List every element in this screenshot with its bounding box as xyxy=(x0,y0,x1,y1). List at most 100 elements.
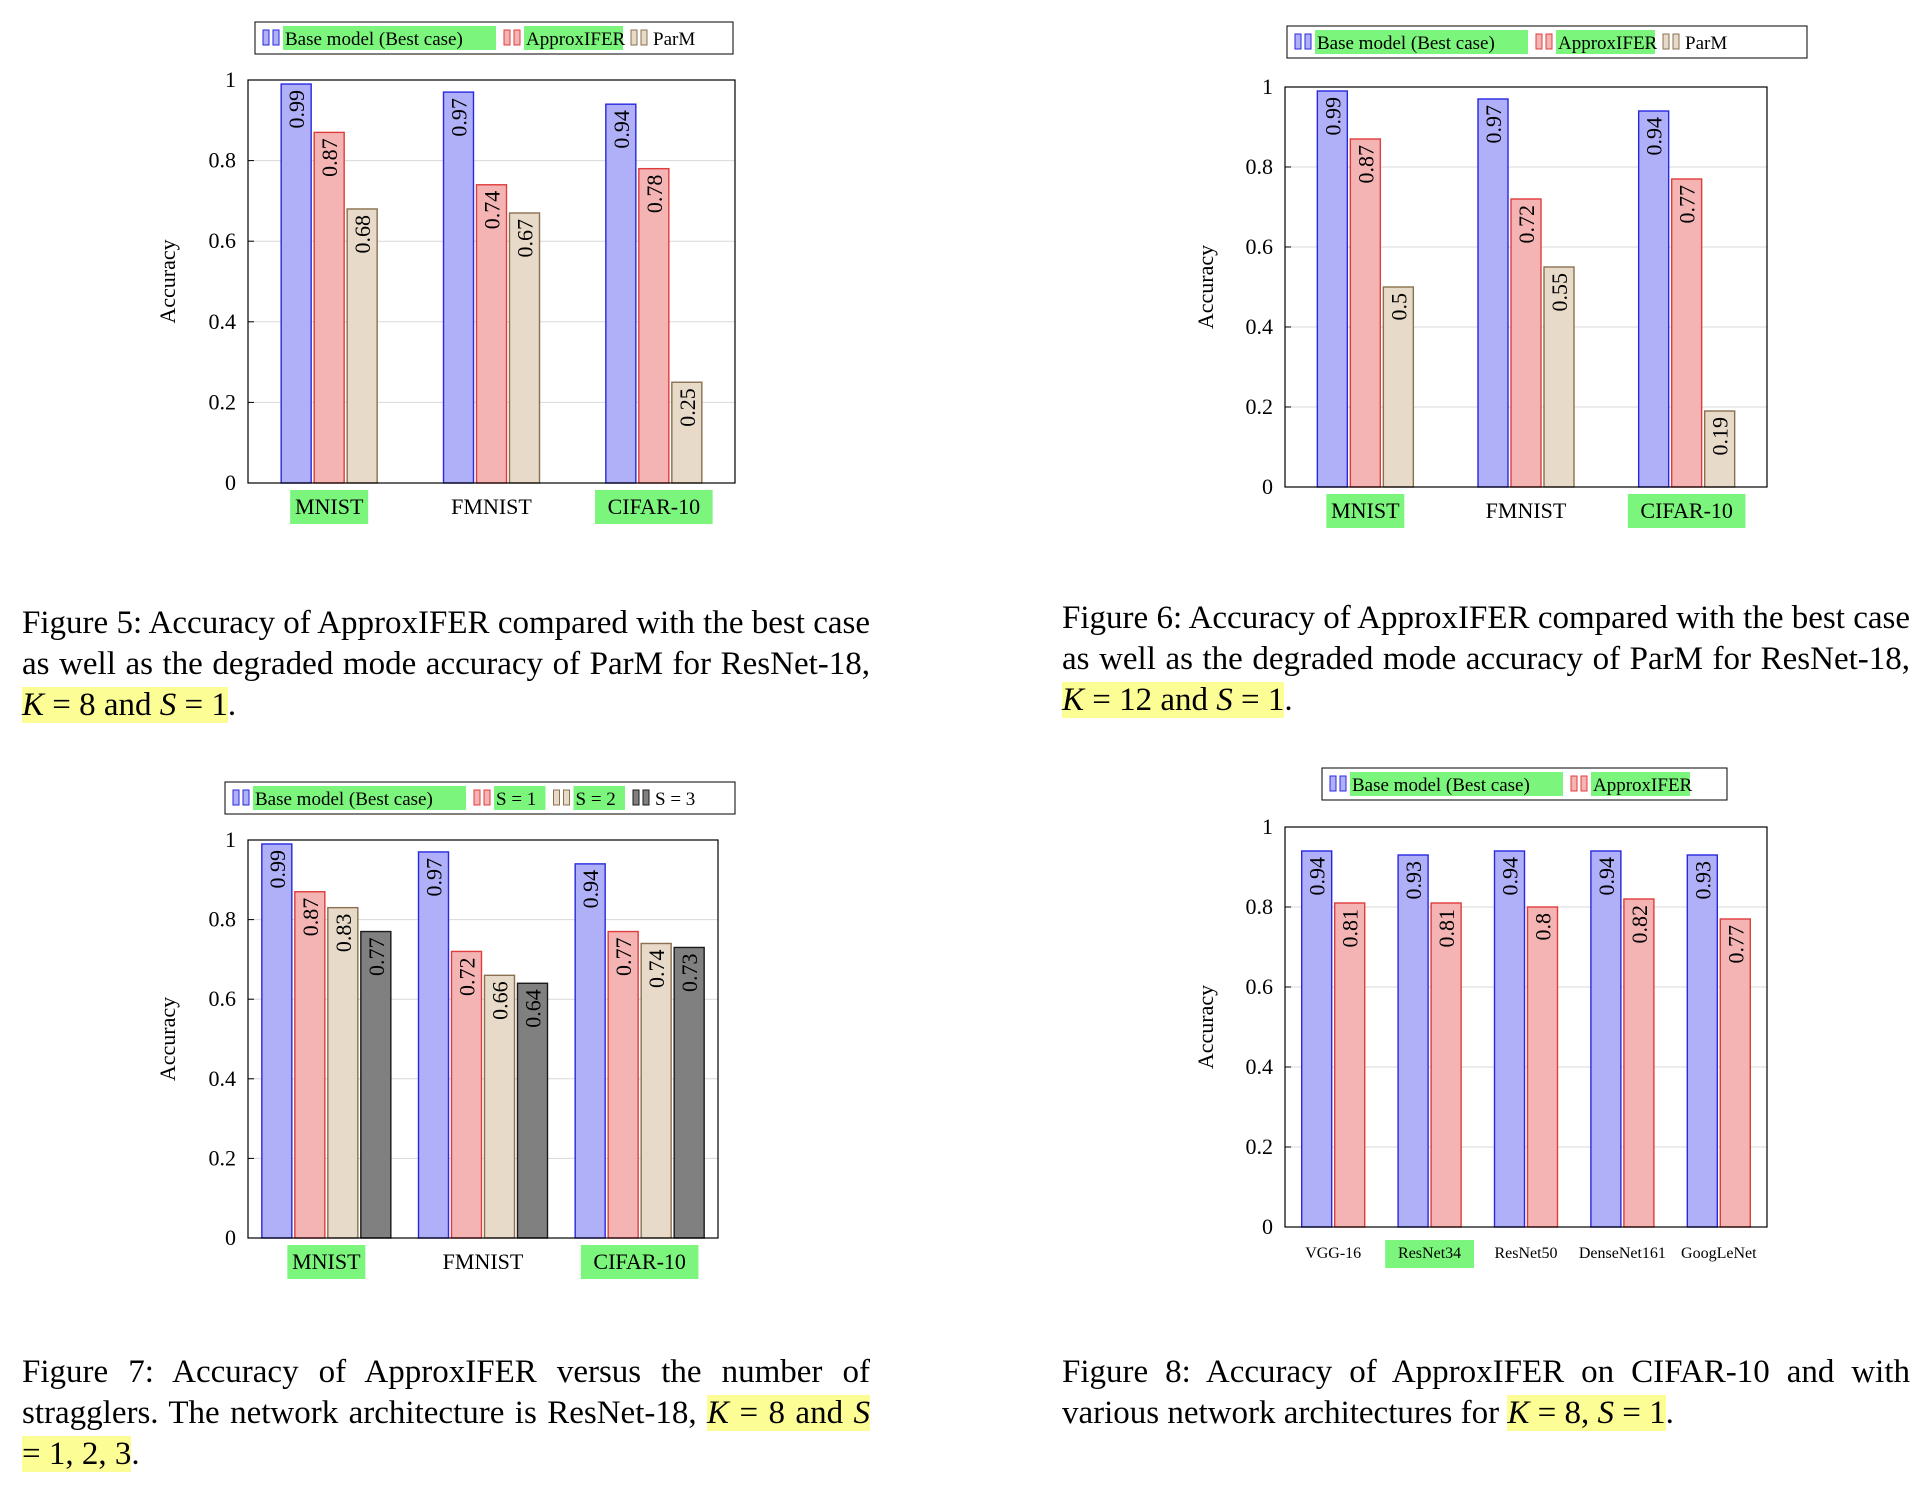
legend-highlight xyxy=(1556,30,1655,54)
legend-swatch xyxy=(553,789,560,806)
bar-approx xyxy=(313,131,345,484)
y-tick-label: 0.6 xyxy=(209,986,237,1011)
x-tick-label: DenseNet161 xyxy=(1579,1245,1666,1262)
bar-value-label: 0.99 xyxy=(284,90,309,129)
legend-label: Base model (Best case) xyxy=(285,29,463,50)
caption-highlight: K = 8 and S = 1 xyxy=(22,687,228,723)
legend-label: ParM xyxy=(1685,33,1727,54)
bar-value-label: 0.72 xyxy=(1514,205,1539,244)
bar-base xyxy=(1477,98,1509,488)
plot-frame xyxy=(1284,86,1768,488)
legend-highlight xyxy=(1591,772,1690,796)
bar-value-label: 0.78 xyxy=(642,175,667,214)
caption-highlight: K = 12 and S = 1 xyxy=(1062,682,1285,718)
y-tick-label: 0.4 xyxy=(209,309,237,334)
legend-label: ApproxIFER xyxy=(1558,33,1658,54)
y-tick-label: 0.2 xyxy=(1246,394,1274,419)
bar-approx xyxy=(1349,138,1382,488)
category-highlight xyxy=(580,1245,699,1279)
category-highlight xyxy=(1627,494,1746,528)
figure-7-chart: 0 0.2 0.4 0.6 0.8 1 Accuracy 0.99 0.87 0.83 0.77 MN… xyxy=(155,781,736,1279)
legend-swatch xyxy=(563,789,570,806)
x-tick-label: FMNIST xyxy=(1486,498,1567,523)
bar-parm xyxy=(671,381,703,484)
bar-parm xyxy=(327,906,359,1239)
bar-parm xyxy=(640,942,672,1239)
x-tick-label: CIFAR-10 xyxy=(608,494,701,519)
figure-8-caption: Figure 8: Accuracy of ApproxIFER on CIFA… xyxy=(1062,1354,1910,1431)
legend-swatch xyxy=(513,29,521,46)
bar-value-label: 0.8 xyxy=(1531,913,1556,941)
legend-highlight xyxy=(524,26,623,50)
y-tick-label: 0.2 xyxy=(209,389,237,414)
bar-s3 xyxy=(360,930,392,1239)
bar-approx xyxy=(450,950,483,1239)
legend-swatch xyxy=(1570,775,1578,792)
legend-label: ApproxIFER xyxy=(526,29,626,50)
legend-label: S = 3 xyxy=(655,789,695,810)
bar-approx xyxy=(638,167,670,484)
x-tick-label: FMNIST xyxy=(451,494,532,519)
y-tick-label: 0.8 xyxy=(209,148,237,173)
bar-value-label: 0.72 xyxy=(455,957,480,996)
bar-value-label: 0.94 xyxy=(1498,857,1523,896)
y-axis-label: Accuracy xyxy=(155,997,180,1081)
figure-8-chart: 00.20.40.60.81Accuracy0.940.81VGG-160.93… xyxy=(1193,767,1768,1268)
bar-parm xyxy=(483,974,516,1239)
bar-value-label: 0.93 xyxy=(1401,861,1426,900)
x-tick-label: MNIST xyxy=(1331,498,1400,523)
legend-highlight xyxy=(494,786,546,810)
bar-s3 xyxy=(516,982,549,1239)
bar-approx xyxy=(294,891,326,1239)
legend-swatch xyxy=(1339,775,1347,792)
caption-text: Figure 5: Accuracy of ApproxIFER compare… xyxy=(22,605,870,682)
legend-label: S = 2 xyxy=(576,789,616,810)
bar-value-label: 0.97 xyxy=(1481,105,1506,144)
bar-approx xyxy=(1430,902,1462,1228)
bar-value-label: 0.82 xyxy=(1627,905,1652,944)
caption-text: Figure 6: Accuracy of ApproxIFER compare… xyxy=(1062,600,1910,677)
bar-value-label: 0.19 xyxy=(1708,417,1733,456)
legend-swatch xyxy=(483,789,491,806)
bar-base xyxy=(605,103,637,484)
bar-base xyxy=(1637,110,1670,488)
legend-swatch xyxy=(1662,33,1670,50)
bar-parm xyxy=(1543,266,1575,488)
bar-value-label: 0.77 xyxy=(1675,185,1700,224)
bar-value-label: 0.81 xyxy=(1338,909,1363,948)
legend-swatch xyxy=(1329,775,1337,792)
legend-label: Base model (Best case) xyxy=(1352,775,1530,796)
legend-swatch xyxy=(642,789,650,806)
legend-swatch xyxy=(1535,33,1543,50)
bar-value-label: 0.97 xyxy=(422,858,447,897)
figure-7-caption: Figure 7: Accuracy of ApproxIFER versus … xyxy=(22,1354,870,1472)
legend-label: Base model (Best case) xyxy=(255,789,433,810)
legend-swatch xyxy=(1294,33,1302,50)
bar-base xyxy=(1301,850,1333,1228)
bar-value-label: 0.73 xyxy=(677,953,702,992)
bar-value-label: 0.55 xyxy=(1547,273,1572,312)
bar-value-label: 0.74 xyxy=(644,949,669,988)
legend-swatch xyxy=(1672,33,1680,50)
bar-parm xyxy=(346,208,378,484)
legend-highlight xyxy=(253,786,466,810)
y-tick-label: 0 xyxy=(225,470,236,495)
bar-value-label: 0.77 xyxy=(1723,925,1748,964)
y-tick-label: 0 xyxy=(1262,474,1273,499)
legend-swatch xyxy=(473,789,481,806)
bar-approx xyxy=(1719,918,1751,1228)
caption-text: Figure 7: Accuracy of ApproxIFER versus … xyxy=(22,1354,870,1431)
legend-swatch xyxy=(1304,33,1312,50)
y-tick-label: 1 xyxy=(225,67,236,92)
bar-approx xyxy=(1623,898,1655,1228)
x-tick-label: FMNIST xyxy=(443,1249,524,1274)
bar-value-label: 0.77 xyxy=(611,938,636,977)
bar-base xyxy=(417,851,450,1239)
figure-6-caption: Figure 6: Accuracy of ApproxIFER compare… xyxy=(1062,600,1910,718)
x-tick-label: GoogLeNet xyxy=(1681,1245,1757,1262)
bar-value-label: 0.87 xyxy=(298,898,323,937)
bar-value-label: 0.83 xyxy=(331,914,356,953)
category-highlight xyxy=(1326,494,1405,528)
bar-value-label: 0.67 xyxy=(513,219,538,257)
legend-swatch xyxy=(632,789,640,806)
